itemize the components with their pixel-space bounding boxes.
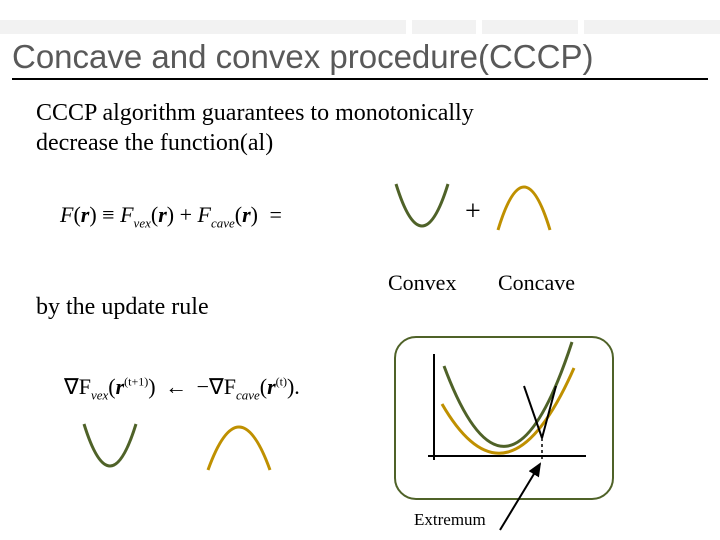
extremum-arrow [0, 0, 720, 540]
slide: Concave and convex procedure(CCCP) CCCP … [0, 0, 720, 540]
